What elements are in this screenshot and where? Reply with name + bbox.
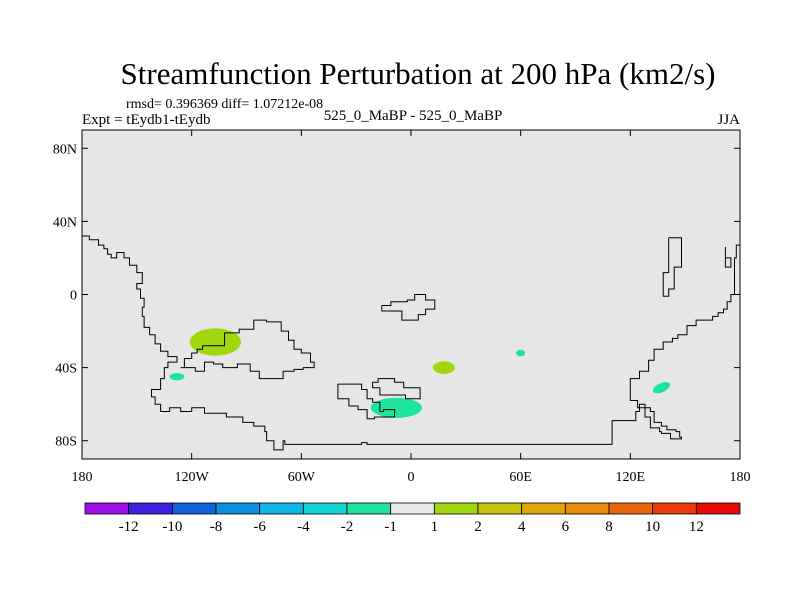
x-tick-label: 180 [730,470,751,485]
x-tick-label: 60W [288,470,316,485]
x-tick-label: 180 [72,470,93,485]
colorbar-swatch [215,502,261,515]
y-tick-label: 80N [53,142,77,157]
coastline-5 [381,294,436,321]
coastline-layer [82,235,740,451]
anomaly-region-2 [169,373,185,381]
x-tick-label: 60E [509,470,532,485]
colorbar-swatch [259,502,304,515]
colorbar-swatch [521,502,566,515]
colorbar-swatch [695,502,741,515]
y-tick-label: 80S [55,435,77,450]
colorbar-label: -8 [210,519,223,535]
colorbar-label: 6 [562,519,570,535]
colorbar-label: 8 [605,519,613,535]
colorbar-label: 2 [474,519,482,535]
coastline-4 [337,383,396,420]
colorbar-swatch [564,502,610,515]
stats-text: rmsd= 0.396369 diff= 1.07212e-08 [126,97,323,112]
chart-title: Streamfunction Perturbation at 200 hPa (… [121,56,716,91]
season-label: JJA [717,112,740,128]
colorbar-label: -12 [119,519,139,535]
colorbar-swatch [128,502,173,515]
axis-ticks: 180 120W 60W 0 60E 120E 180 80N 40N 0 40S 80S [53,130,751,485]
colorbar-swatch [390,502,435,515]
anomaly-region-4 [432,361,455,375]
colorbar-swatch [346,502,392,515]
colorbar-label: 4 [518,519,526,535]
y-tick-label: 40S [55,362,77,377]
y-tick-label: 40N [53,215,77,230]
colorbar-swatch [652,502,697,515]
anomaly-region-6 [652,382,670,394]
colorbar-label: 10 [645,519,660,535]
case-label: 525_0_MaBP - 525_0_MaBP [324,108,503,124]
colorbar-swatch [608,502,654,515]
colorbar-swatch [302,502,348,515]
coastline-1 [82,235,740,451]
coastline-3 [372,378,421,400]
coastline-6 [662,237,682,297]
colorbar-label: -6 [253,519,266,535]
colorbar-label: -1 [384,519,397,535]
x-tick-label: 120W [175,470,210,485]
colorbar-label: 12 [689,519,704,535]
colorbar-label: -2 [341,519,354,535]
x-tick-label: 120E [616,470,646,485]
colorbar-label: -10 [162,519,182,535]
colorbar-swatch [171,502,217,515]
colorbar-swatch [477,502,523,515]
anomaly-region-5 [516,349,526,357]
coastline-2 [180,319,315,380]
x-tick-label: 0 [408,470,415,485]
colorbar-swatch [433,502,479,515]
colorbar-label: -4 [297,519,310,535]
colorbar: -12 -10 -8 -6 -4 -2 -1 1 2 4 6 8 10 12 [84,502,741,535]
experiment-label: Expt = tEydb1-tEydb [82,112,210,128]
colorbar-label: 1 [431,519,439,535]
y-tick-label: 0 [70,289,77,304]
colorbar-swatch [84,502,130,515]
anomaly-region-3 [370,397,422,418]
coastline-7 [724,247,732,268]
